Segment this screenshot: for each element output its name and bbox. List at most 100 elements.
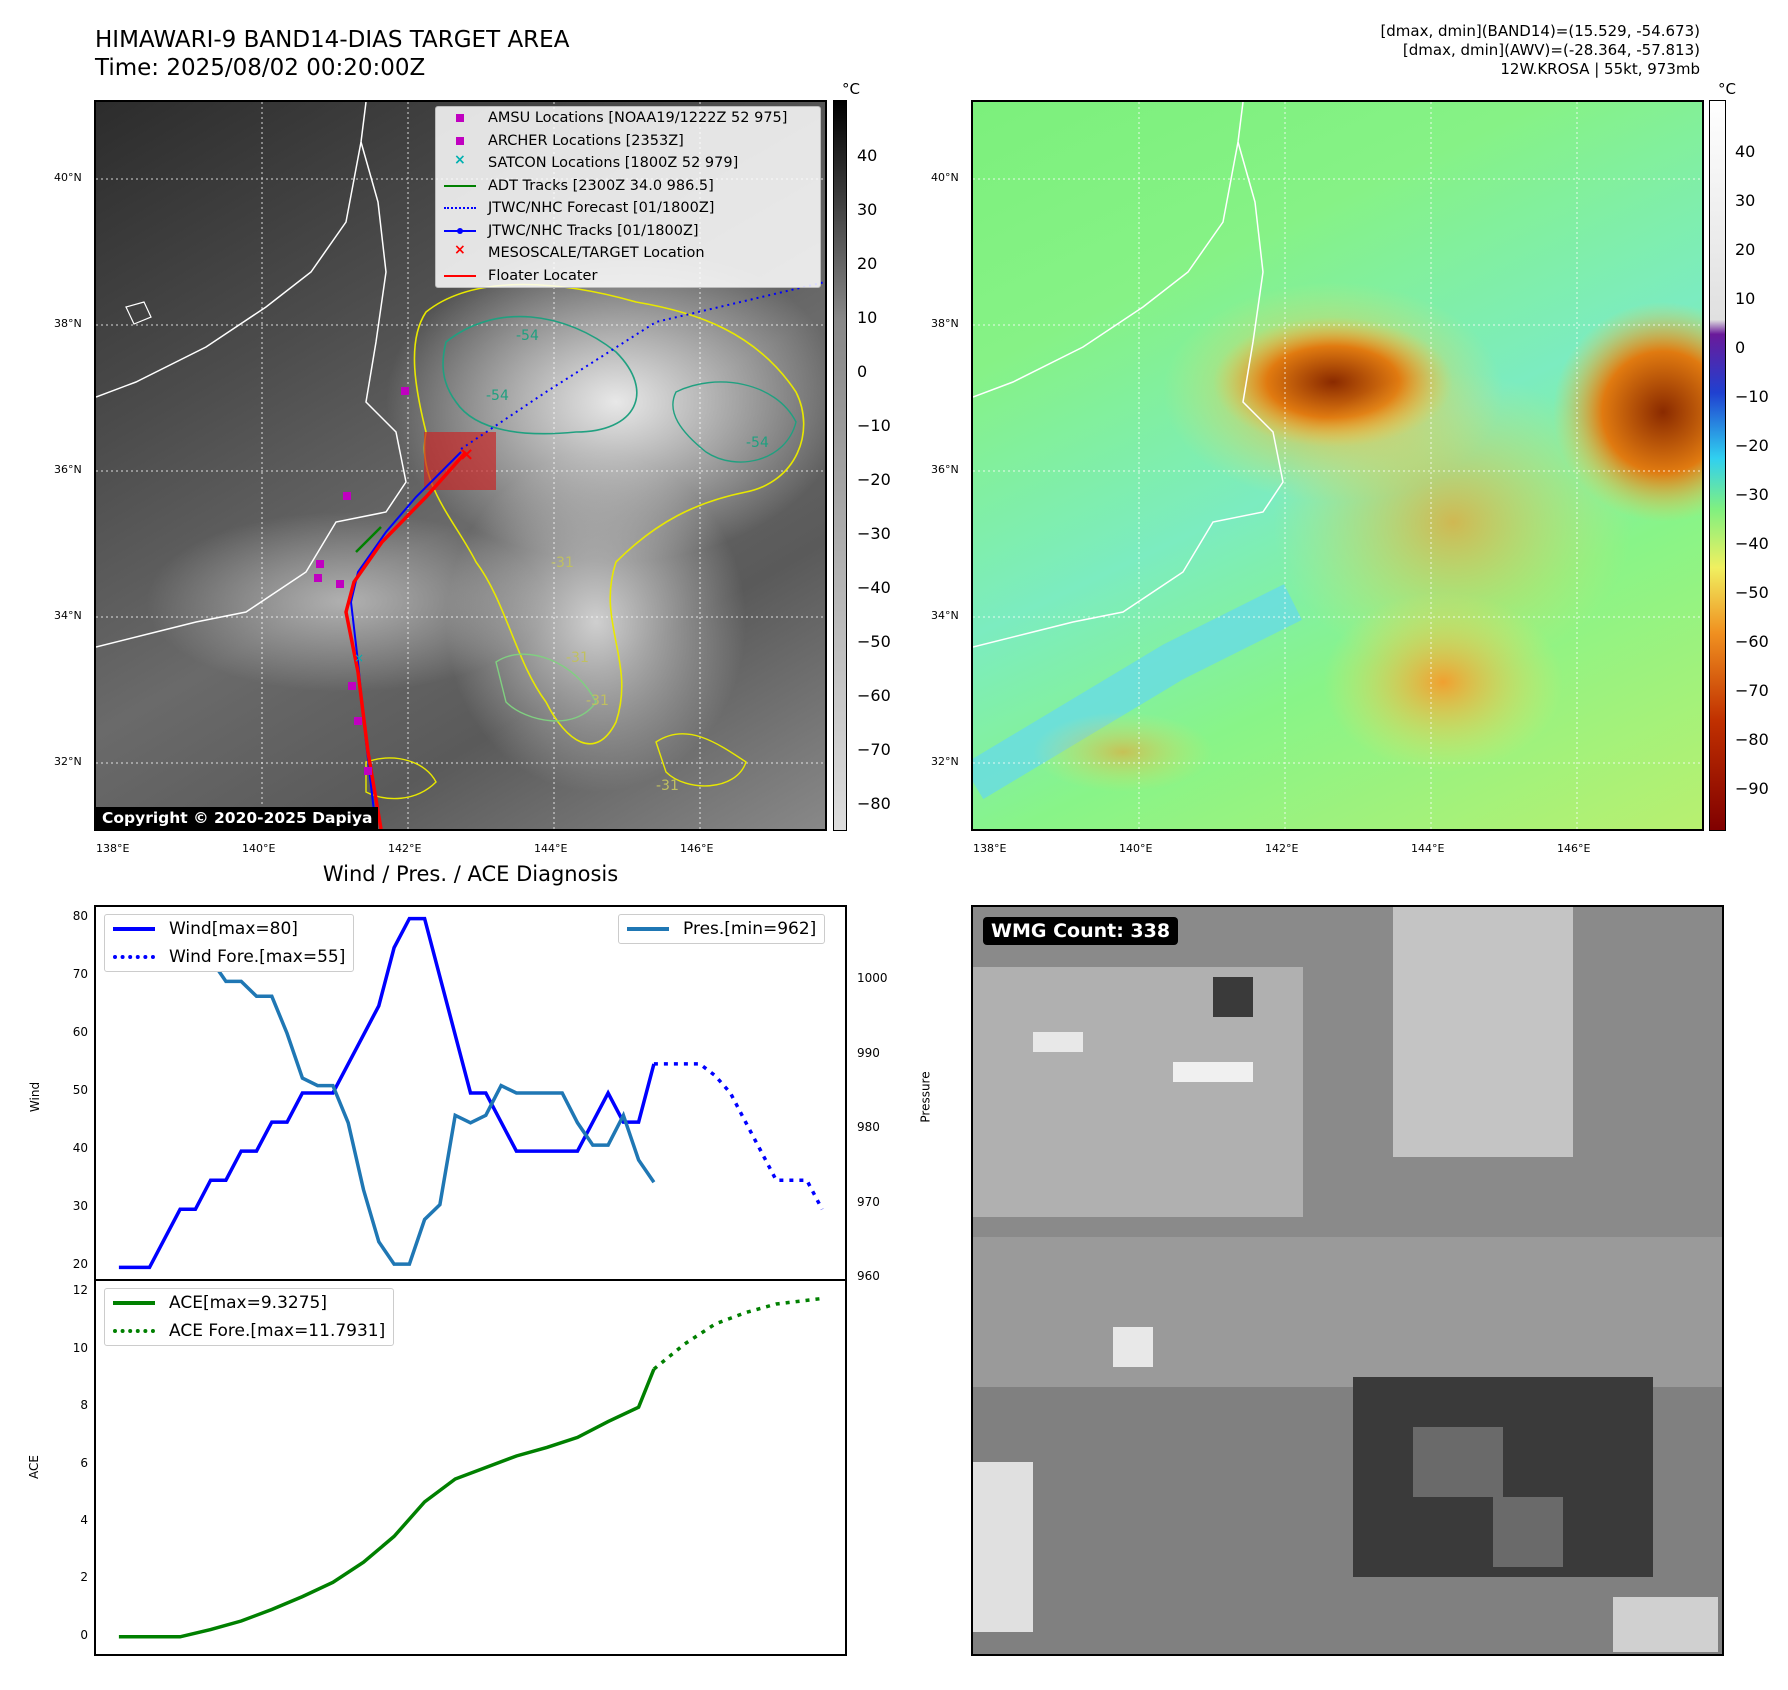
pressure-legend: Pres.[min=962] bbox=[618, 914, 826, 944]
colorbar-tick: 30 bbox=[1735, 191, 1756, 210]
wv-colorbar bbox=[1709, 100, 1726, 831]
contour-label-1: -54 bbox=[516, 328, 539, 344]
wind-y-tick: 40 bbox=[72, 1141, 88, 1156]
colorbar-tick: 40 bbox=[857, 146, 878, 165]
colorbar-tick: −40 bbox=[1735, 534, 1769, 553]
cloud-band-south bbox=[446, 452, 746, 792]
legend-item-satcon: × SATCON Locations [1800Z 52 979] bbox=[436, 152, 820, 175]
contour-label-5: -31 bbox=[566, 650, 589, 666]
lon-label: 146°E bbox=[1557, 842, 1591, 855]
wind-y-tick: 50 bbox=[72, 1083, 88, 1097]
wind-y-tick: 70 bbox=[72, 966, 88, 981]
ir-colorbar bbox=[833, 100, 847, 831]
ace-y-tick: 0 bbox=[80, 1627, 88, 1642]
lon-label: 140°E bbox=[242, 842, 276, 855]
title-line-1: HIMAWARI-9 BAND14-DIAS TARGET AREA bbox=[95, 27, 570, 53]
rain-band-southeast bbox=[1273, 372, 1633, 672]
diagnosis-title: Wind / Pres. / ACE Diagnosis bbox=[322, 862, 619, 886]
legend-label-target: MESOSCALE/TARGET Location bbox=[488, 245, 705, 262]
colorbar-tick: 30 bbox=[857, 200, 878, 219]
lon-label: 144°E bbox=[534, 842, 568, 855]
ace-legend: ACE[max=9.3275] ACE Fore.[max=11.7931] bbox=[104, 1288, 395, 1346]
legend-item-target: × MESOSCALE/TARGET Location bbox=[436, 242, 820, 265]
lat-label: 34°N bbox=[931, 609, 959, 622]
lat-label: 36°N bbox=[54, 463, 82, 476]
contour-yellow-southeast bbox=[655, 733, 747, 787]
jtwc-forecast-track bbox=[460, 281, 825, 450]
ace-y-tick: 8 bbox=[80, 1398, 88, 1413]
legend-label-wind: Wind[max=80] bbox=[169, 919, 298, 939]
dotted-line-icon bbox=[113, 955, 155, 959]
wmg-bright-region-west bbox=[973, 967, 1303, 1217]
ir-map-overlay: -54 -54 -54 -31 -31 -31 -31 × × bbox=[96, 102, 825, 829]
adt-track bbox=[355, 526, 382, 553]
legend-item-pressure: Pres.[min=962] bbox=[619, 915, 824, 943]
ir-map-legend: AMSU Locations [NOAA19/1222Z 52 975] ARC… bbox=[435, 106, 821, 288]
coastline-honshu-north bbox=[96, 102, 367, 398]
coastline-honshu-north bbox=[973, 102, 1244, 398]
colorbar-tick: 0 bbox=[1735, 338, 1746, 357]
lon-label: 146°E bbox=[680, 842, 714, 855]
contour-label-4: -31 bbox=[551, 555, 574, 571]
x-marker-icon: × bbox=[454, 242, 466, 259]
colorbar-tick: −60 bbox=[1735, 632, 1769, 651]
dotted-line-icon bbox=[113, 1329, 155, 1333]
contour-label-6: -31 bbox=[586, 693, 609, 709]
dotted-line-icon bbox=[442, 201, 478, 215]
pressure-y-tick: 980 bbox=[857, 1120, 880, 1135]
coastline-sado bbox=[125, 301, 152, 325]
colorbar-tick: −50 bbox=[857, 632, 891, 651]
colorbar-tick: −30 bbox=[1735, 485, 1769, 504]
colorbar-tick: −30 bbox=[857, 524, 891, 543]
contour-teal-core bbox=[442, 315, 638, 435]
contour-teal-east bbox=[672, 381, 797, 463]
lon-label: 142°E bbox=[1265, 842, 1299, 855]
dry-slot-band bbox=[973, 584, 1302, 800]
legend-item-archer: ARCHER Locations [2353Z] bbox=[436, 130, 820, 153]
rain-band-south bbox=[1323, 592, 1563, 772]
solid-line-icon bbox=[113, 927, 155, 931]
colorbar-tick: 20 bbox=[1735, 240, 1756, 259]
contour-green-south bbox=[495, 653, 597, 722]
lat-label: 40°N bbox=[931, 171, 959, 184]
floater-locater-track bbox=[344, 450, 468, 829]
colorbar-tick: −60 bbox=[857, 686, 891, 705]
colorbar-tick: −50 bbox=[1735, 583, 1769, 602]
lon-label: 138°E bbox=[973, 842, 1007, 855]
legend-label-tracks: JTWC/NHC Tracks [01/1800Z] bbox=[488, 222, 699, 239]
wmg-bright-region-southwest bbox=[973, 1462, 1033, 1632]
lat-label: 36°N bbox=[931, 463, 959, 476]
wv-map-overlay bbox=[973, 102, 1702, 829]
contour-label-3: -54 bbox=[746, 435, 769, 451]
contour-yellow-main bbox=[413, 283, 805, 745]
satcon-marker: × bbox=[354, 651, 364, 665]
ace-axis-label: ACE bbox=[26, 1455, 41, 1479]
colorbar-tick: −20 bbox=[1735, 436, 1769, 455]
rain-band-southwest bbox=[1033, 712, 1213, 792]
colorbar-tick: −10 bbox=[1735, 387, 1769, 406]
copyright-label: Copyright © 2020-2025 Dapiya bbox=[96, 807, 379, 829]
legend-label-archer: ARCHER Locations [2353Z] bbox=[488, 132, 684, 149]
figure-title: HIMAWARI-9 BAND14-DIAS TARGET AREA Time:… bbox=[95, 26, 569, 82]
coastline-honshu-east bbox=[973, 141, 1284, 648]
legend-item-forecast: JTWC/NHC Forecast [01/1800Z] bbox=[436, 197, 820, 220]
legend-item-adt: ADT Tracks [2300Z 34.0 986.5] bbox=[436, 175, 820, 198]
solid-line-icon bbox=[627, 927, 669, 931]
legend-label-satcon: SATCON Locations [1800Z 52 979] bbox=[488, 155, 739, 172]
ace-y-tick: 4 bbox=[80, 1513, 88, 1527]
wind-y-tick: 80 bbox=[72, 908, 88, 923]
colorbar-tick: 20 bbox=[857, 254, 878, 273]
wv-colorbar-unit: °C bbox=[1718, 80, 1736, 98]
line-icon bbox=[442, 179, 478, 193]
legend-item-wind-forecast: Wind Fore.[max=55] bbox=[105, 943, 353, 971]
colorbar-tick: −20 bbox=[857, 470, 891, 489]
legend-label-floater: Floater Locater bbox=[488, 267, 598, 284]
ace-plot bbox=[118, 1296, 823, 1639]
ace-chart bbox=[94, 1280, 847, 1656]
title-line-2: Time: 2025/08/02 00:20:00Z bbox=[95, 55, 426, 81]
pressure-y-tick: 960 bbox=[857, 1269, 880, 1283]
wv-satellite-map bbox=[971, 100, 1704, 831]
colorbar-tick: −90 bbox=[1735, 779, 1769, 798]
wmg-bright-region-north bbox=[1393, 907, 1573, 1157]
contour-label-2: -54 bbox=[486, 388, 509, 404]
